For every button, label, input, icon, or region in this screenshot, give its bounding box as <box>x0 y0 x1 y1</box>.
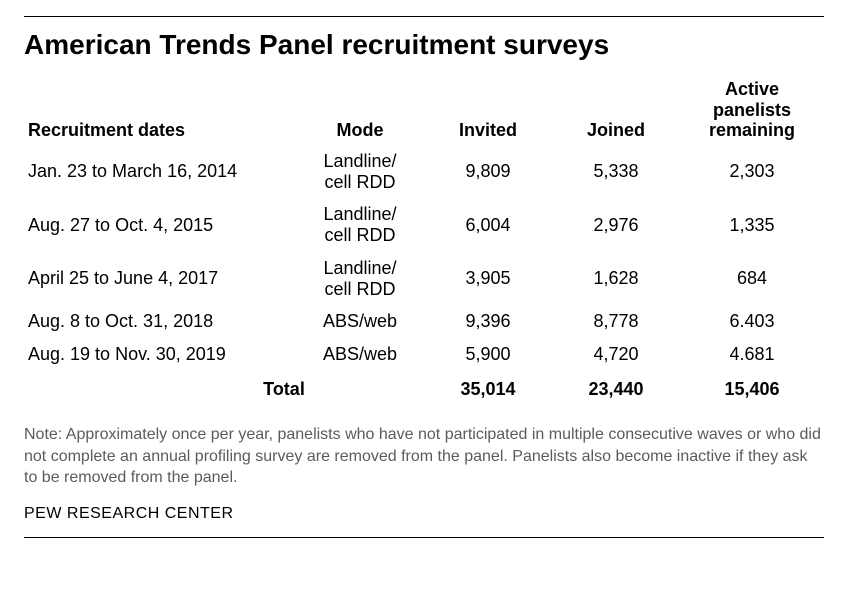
col-header-dates: Recruitment dates <box>24 79 296 145</box>
mode-l2: cell RDD <box>324 279 395 299</box>
mode-l2: cell RDD <box>324 225 395 245</box>
cell-dates: Aug. 8 to Oct. 31, 2018 <box>24 305 296 338</box>
cell-remaining: 684 <box>680 252 824 305</box>
col-header-remaining-l2: panelists <box>713 100 791 120</box>
cell-invited: 3,905 <box>424 252 552 305</box>
col-header-mode: Mode <box>296 79 424 145</box>
mode-l1: Landline/ <box>323 204 396 224</box>
mode-l2: cell RDD <box>324 172 395 192</box>
footnote: Note: Approximately once per year, panel… <box>24 424 824 489</box>
cell-joined: 5,338 <box>552 145 680 198</box>
col-header-joined: Joined <box>552 79 680 145</box>
cell-dates: Aug. 19 to Nov. 30, 2019 <box>24 338 296 371</box>
table-row: April 25 to June 4, 2017 Landline/ cell … <box>24 252 824 305</box>
page-title: American Trends Panel recruitment survey… <box>24 29 824 61</box>
col-header-remaining-l3: remaining <box>709 120 795 140</box>
mode-l1: ABS/web <box>323 344 397 364</box>
cell-mode: Landline/ cell RDD <box>296 145 424 198</box>
recruitment-table: Recruitment dates Mode Invited Joined Ac… <box>24 79 824 406</box>
cell-mode: ABS/web <box>296 338 424 371</box>
cell-joined: 8,778 <box>552 305 680 338</box>
total-label: Total <box>24 371 424 406</box>
cell-invited: 9,396 <box>424 305 552 338</box>
cell-mode: ABS/web <box>296 305 424 338</box>
table-header-row: Recruitment dates Mode Invited Joined Ac… <box>24 79 824 145</box>
total-invited: 35,014 <box>424 371 552 406</box>
total-joined: 23,440 <box>552 371 680 406</box>
table-row: Aug. 19 to Nov. 30, 2019 ABS/web 5,900 4… <box>24 338 824 371</box>
cell-dates: Jan. 23 to March 16, 2014 <box>24 145 296 198</box>
cell-mode: Landline/ cell RDD <box>296 252 424 305</box>
cell-invited: 6,004 <box>424 198 552 251</box>
cell-invited: 5,900 <box>424 338 552 371</box>
cell-joined: 1,628 <box>552 252 680 305</box>
mode-l1: Landline/ <box>323 258 396 278</box>
cell-remaining: 4.681 <box>680 338 824 371</box>
table-row: Aug. 27 to Oct. 4, 2015 Landline/ cell R… <box>24 198 824 251</box>
total-remaining: 15,406 <box>680 371 824 406</box>
table-row: Aug. 8 to Oct. 31, 2018 ABS/web 9,396 8,… <box>24 305 824 338</box>
top-rule <box>24 16 824 17</box>
cell-dates: Aug. 27 to Oct. 4, 2015 <box>24 198 296 251</box>
col-header-remaining: Active panelists remaining <box>680 79 824 145</box>
bottom-rule <box>24 537 824 538</box>
table-row: Jan. 23 to March 16, 2014 Landline/ cell… <box>24 145 824 198</box>
cell-remaining: 6.403 <box>680 305 824 338</box>
mode-l1: Landline/ <box>323 151 396 171</box>
cell-mode: Landline/ cell RDD <box>296 198 424 251</box>
col-header-remaining-l1: Active <box>725 79 779 99</box>
cell-joined: 4,720 <box>552 338 680 371</box>
source-attribution: PEW RESEARCH CENTER <box>24 505 824 523</box>
col-header-invited: Invited <box>424 79 552 145</box>
mode-l1: ABS/web <box>323 311 397 331</box>
cell-dates: April 25 to June 4, 2017 <box>24 252 296 305</box>
cell-invited: 9,809 <box>424 145 552 198</box>
cell-joined: 2,976 <box>552 198 680 251</box>
cell-remaining: 1,335 <box>680 198 824 251</box>
table-total-row: Total 35,014 23,440 15,406 <box>24 371 824 406</box>
cell-remaining: 2,303 <box>680 145 824 198</box>
